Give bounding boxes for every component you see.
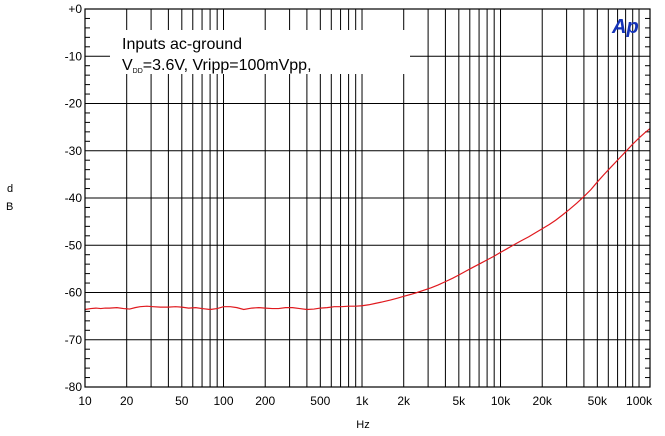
y-tick-label: -40 — [65, 191, 83, 205]
series-line — [84, 128, 651, 311]
y-tick-label: -70 — [65, 333, 83, 347]
annotation-box — [110, 30, 410, 74]
y-tick-label: -10 — [65, 49, 83, 63]
x-tick-label: 5k — [452, 394, 466, 408]
x-tick-label: 100k — [626, 394, 653, 408]
x-tick-label: 10k — [491, 394, 511, 408]
ap-logo: Ap — [611, 16, 639, 38]
x-axis-label: Hz — [356, 419, 369, 431]
y-tick-label: -80 — [65, 380, 83, 394]
x-tick-label: 200 — [255, 394, 275, 408]
y-tick-label: -30 — [65, 144, 83, 158]
x-tick-label: 1k — [356, 394, 370, 408]
x-tick-label: 500 — [310, 394, 330, 408]
annotation-line-1: Inputs ac-ground — [122, 36, 242, 53]
x-tick-labels: 10 20 50 100 200 500 1k 2k 5k 10k 20k 50k 100k — [78, 394, 653, 408]
annotation-line-2: VDD=3.6V, Vripp=100mVpp, — [122, 57, 312, 75]
y-tick-label: -20 — [65, 97, 83, 111]
x-tick-label: 10 — [78, 394, 92, 408]
x-tick-label: 50k — [588, 394, 608, 408]
y-tick-label: -50 — [65, 238, 83, 252]
minor-ticks — [85, 17, 650, 379]
x-tick-label: 20k — [533, 394, 553, 408]
y-tick-label: -60 — [65, 286, 83, 300]
plot-frame — [84, 8, 651, 388]
x-tick-label: 100 — [213, 394, 233, 408]
y-tick-label: +0 — [68, 2, 82, 16]
x-tick-label: 20 — [120, 394, 134, 408]
y-axis-label-line-1: d — [7, 183, 13, 195]
y-tick-labels: +0 -10 -20 -30 -40 -50 -60 -70 -80 — [65, 2, 83, 394]
y-axis-label-line-2: B — [6, 201, 13, 213]
x-tick-label: 50 — [175, 394, 189, 408]
x-tick-label: 2k — [397, 394, 411, 408]
